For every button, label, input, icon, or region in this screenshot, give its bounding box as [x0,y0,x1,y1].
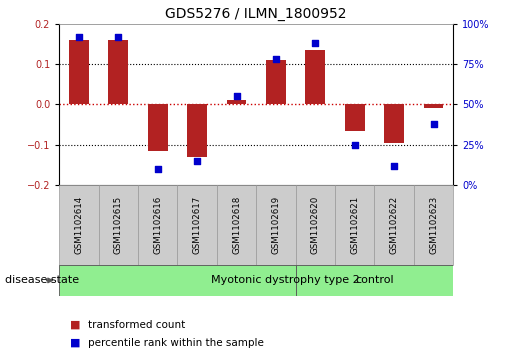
Point [153,166,162,172]
Bar [335,185,374,265]
Text: GSM1102622: GSM1102622 [390,196,399,254]
Text: ■: ■ [70,320,80,330]
Text: GSM1102614: GSM1102614 [75,196,83,254]
Text: GSM1102619: GSM1102619 [271,196,280,254]
Bar [148,104,167,151]
Point [351,142,359,148]
Text: GSM1102616: GSM1102616 [153,196,162,254]
Text: control: control [355,276,393,285]
Point [114,34,123,40]
Text: disease state: disease state [5,276,79,285]
Bar [414,185,453,265]
Bar [374,185,414,265]
Point [75,34,83,40]
Point [311,40,319,46]
Bar [59,265,296,296]
Text: ■: ■ [70,338,80,348]
Bar [384,104,404,143]
Bar [256,185,296,265]
Text: GSM1102621: GSM1102621 [350,196,359,254]
Bar [266,60,286,104]
Bar [69,40,89,104]
Bar [187,104,207,157]
Bar [138,185,177,265]
Bar [296,185,335,265]
Text: GSM1102623: GSM1102623 [429,196,438,254]
Text: GSM1102618: GSM1102618 [232,196,241,254]
Text: Myotonic dystrophy type 2: Myotonic dystrophy type 2 [211,276,360,285]
Bar [227,100,246,104]
Bar [296,265,453,296]
Text: GSM1102617: GSM1102617 [193,196,201,254]
Point [430,121,438,127]
Bar [345,104,365,131]
Title: GDS5276 / ILMN_1800952: GDS5276 / ILMN_1800952 [165,7,347,21]
Bar [177,185,217,265]
Text: GSM1102620: GSM1102620 [311,196,320,254]
Bar [59,185,99,265]
Point [272,56,280,62]
Text: transformed count: transformed count [88,320,185,330]
Text: GSM1102615: GSM1102615 [114,196,123,254]
Bar [217,185,256,265]
Bar [305,50,325,104]
Point [193,158,201,164]
Point [390,163,398,169]
Bar [109,40,128,104]
Point [232,93,241,99]
Text: percentile rank within the sample: percentile rank within the sample [88,338,264,348]
Bar [424,104,443,109]
Bar [99,185,138,265]
